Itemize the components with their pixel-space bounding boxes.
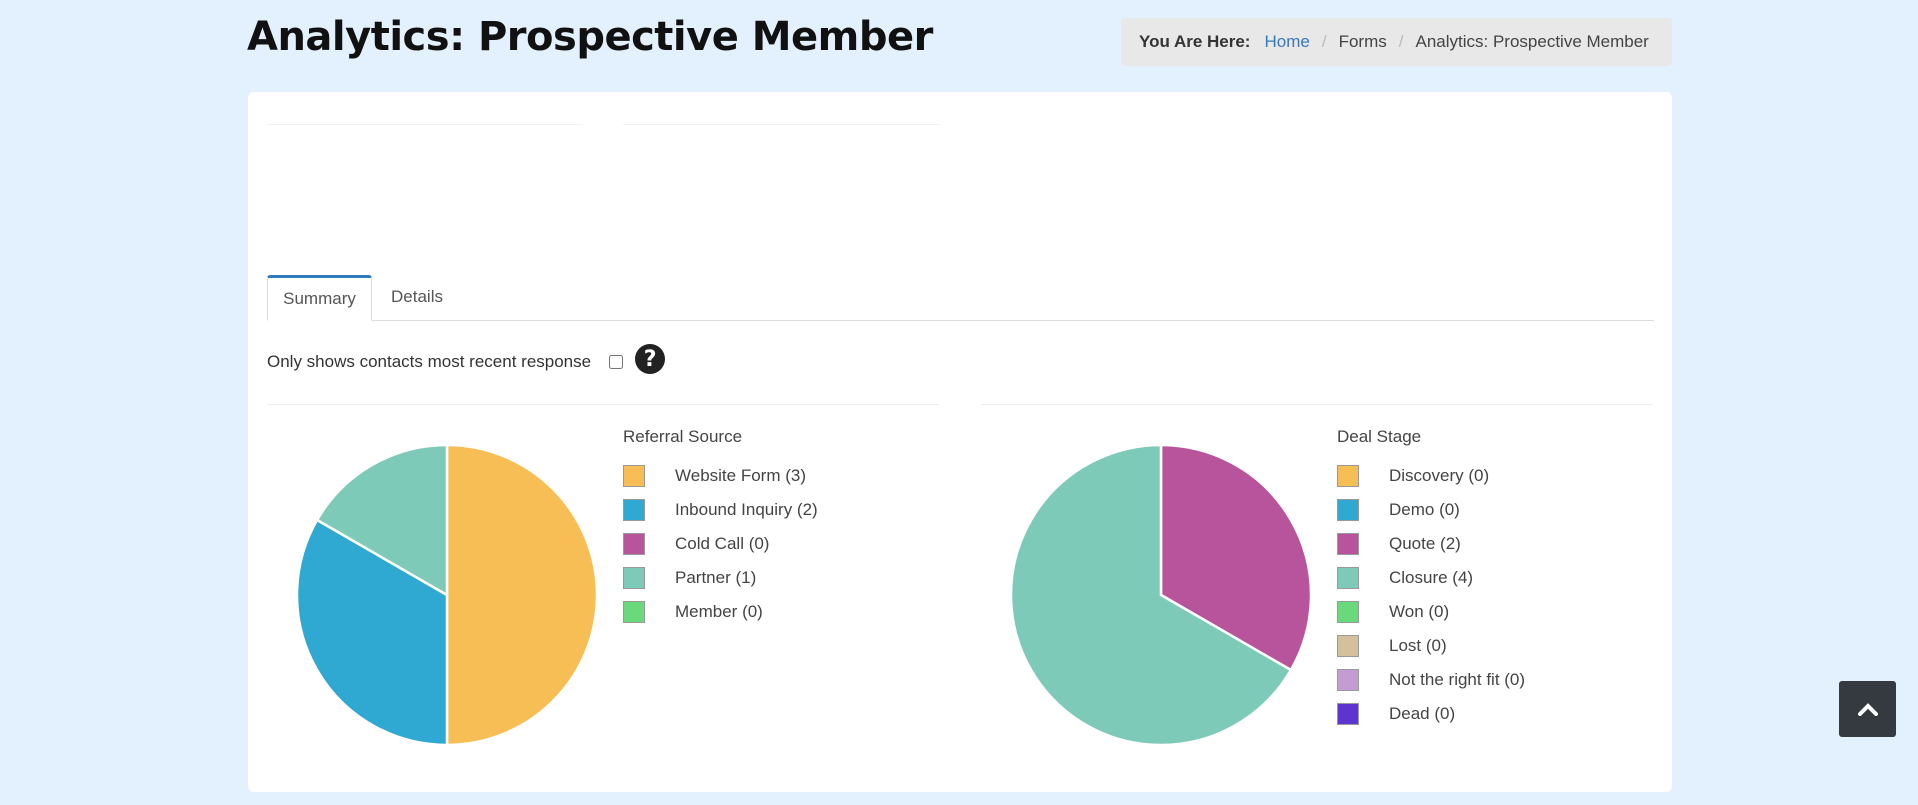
legend-label: Partner (1) xyxy=(675,568,757,587)
tab-bar: Summary Details xyxy=(267,275,1654,321)
legend-label: Discovery (0) xyxy=(1389,466,1490,485)
most-recent-checkbox[interactable] xyxy=(609,355,624,369)
placeholder-panel xyxy=(623,124,939,235)
legend-swatch xyxy=(1337,669,1359,691)
legend-swatch xyxy=(1337,465,1359,487)
breadcrumb-separator: / xyxy=(1321,32,1327,51)
tab-summary[interactable]: Summary xyxy=(267,275,372,321)
legend-item: Cold Call (0) xyxy=(623,527,818,561)
referral-source-legend: Referral Source Website Form (3) Inbound … xyxy=(623,427,818,629)
legend-swatch xyxy=(1337,567,1359,589)
legend-label: Member (0) xyxy=(675,602,763,621)
legend-swatch xyxy=(623,601,645,623)
pie-slice-inbound-inquiry[interactable] xyxy=(295,518,449,747)
legend-item: Won (0) xyxy=(1337,595,1525,629)
breadcrumb-home-link[interactable]: Home xyxy=(1264,32,1310,51)
scroll-to-top-button[interactable] xyxy=(1839,681,1896,737)
legend-swatch xyxy=(623,499,645,521)
deal-stage-pie xyxy=(1009,443,1313,747)
legend-item: Discovery (0) xyxy=(1337,459,1525,493)
deal-stage-chart-panel: Deal Stage Discovery (0) Demo (0) Quote (2… xyxy=(981,404,1653,805)
legend-item: Lost (0) xyxy=(1337,629,1525,663)
breadcrumb-current: Analytics: Prospective Member xyxy=(1415,32,1649,51)
legend-title: Referral Source xyxy=(623,427,743,446)
legend-swatch xyxy=(623,567,645,589)
legend-label: Not the right fit (0) xyxy=(1389,670,1526,689)
legend-swatch xyxy=(1337,601,1359,623)
pie-slice-closure[interactable] xyxy=(1009,443,1293,747)
legend-label: Won (0) xyxy=(1389,602,1450,621)
placeholder-panel xyxy=(267,124,583,235)
breadcrumb-label: You Are Here: xyxy=(1139,32,1251,51)
pie-slice-quote[interactable] xyxy=(1159,443,1313,672)
main-card: Summary Details Only shows contacts most… xyxy=(248,92,1672,792)
referral-source-chart-panel: Referral Source Website Form (3) Inbound … xyxy=(267,404,939,805)
legend-swatch xyxy=(1337,533,1359,555)
legend-label: Lost (0) xyxy=(1389,636,1447,655)
breadcrumb-forms: Forms xyxy=(1338,32,1387,51)
legend-item: Closure (4) xyxy=(1337,561,1525,595)
legend-swatch xyxy=(1337,499,1359,521)
legend-item: Dead (0) xyxy=(1337,697,1525,731)
filter-label: Only shows contacts most recent response xyxy=(267,352,592,371)
referral-source-pie xyxy=(295,443,599,747)
legend-swatch xyxy=(623,533,645,555)
legend-swatch xyxy=(1337,635,1359,657)
legend-item: Demo (0) xyxy=(1337,493,1525,527)
filter-row: Only shows contacts most recent response… xyxy=(267,344,666,374)
legend-label: Inbound Inquiry (2) xyxy=(675,500,818,519)
legend-label: Cold Call (0) xyxy=(675,534,770,553)
legend-swatch xyxy=(623,465,645,487)
tab-details[interactable]: Details xyxy=(391,287,443,306)
legend-item: Quote (2) xyxy=(1337,527,1525,561)
legend-title: Deal Stage xyxy=(1337,427,1422,446)
legend-label: Quote (2) xyxy=(1389,534,1461,553)
deal-stage-legend: Deal Stage Discovery (0) Demo (0) Quote (2… xyxy=(1337,427,1525,731)
legend-item: Partner (1) xyxy=(623,561,818,595)
legend-item: Not the right fit (0) xyxy=(1337,663,1525,697)
legend-label: Website Form (3) xyxy=(675,466,806,485)
pie-slice-website-form[interactable] xyxy=(445,443,599,747)
legend-label: Demo (0) xyxy=(1389,500,1460,519)
question-circle-icon[interactable]: ? xyxy=(635,344,666,374)
legend-item: Inbound Inquiry (2) xyxy=(623,493,818,527)
legend-label: Dead (0) xyxy=(1389,704,1456,723)
legend-item: Website Form (3) xyxy=(623,459,818,493)
legend-label: Closure (4) xyxy=(1389,568,1474,587)
page-title: Analytics: Prospective Member xyxy=(247,14,933,60)
breadcrumb: You Are Here: Home / Forms / Analytics: … xyxy=(1121,18,1672,66)
pie-slice-partner[interactable] xyxy=(315,443,449,598)
legend-item: Member (0) xyxy=(623,595,818,629)
breadcrumb-separator: / xyxy=(1398,32,1404,51)
legend-swatch xyxy=(1337,703,1359,725)
chevron-up-icon xyxy=(1857,703,1878,716)
